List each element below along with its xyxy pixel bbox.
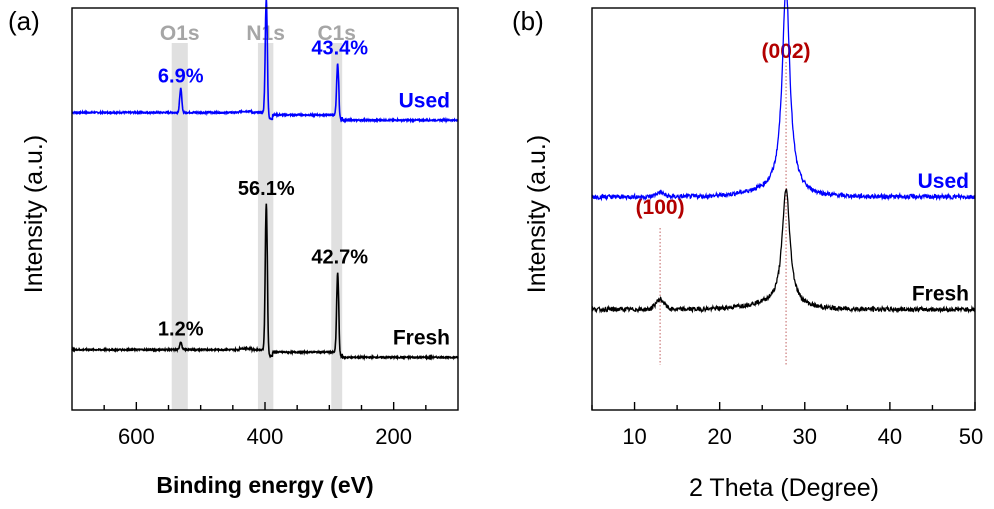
a-x-tick-label-200: 200 xyxy=(375,424,412,449)
a-y-axis-title: Intensity (a.u.) xyxy=(20,135,48,293)
b-reference-label-002: (002) xyxy=(762,40,811,63)
b-x-ticks: 10 20 30 40 50 xyxy=(591,402,983,449)
a-annotation-used-43-4: 43.4% xyxy=(311,37,368,59)
band-label-c1s: C1s xyxy=(317,22,356,45)
b-series-line-fresh xyxy=(591,188,976,314)
a-annotation-fresh-1-2: 1.2% xyxy=(158,319,204,341)
b-x-tick-label-10: 10 xyxy=(622,424,646,449)
b-reference-label-100: (100) xyxy=(636,196,685,219)
a-annotation-fresh-56-1: 56.1% xyxy=(238,178,295,200)
a-annotation-used-6-9: 6.9% xyxy=(158,65,204,87)
a-series-line-used xyxy=(71,0,459,124)
a-series-group: Used Fresh xyxy=(71,0,459,362)
b-series-line-used xyxy=(591,0,976,202)
b-plot-frame xyxy=(591,7,976,411)
band-label-o1s: O1s xyxy=(160,22,200,45)
b-series-label-fresh: Fresh xyxy=(912,283,969,306)
b-x-tick-label-20: 20 xyxy=(707,424,731,449)
band-o1s xyxy=(171,43,188,410)
b-series-group: Used Fresh xyxy=(591,0,976,314)
b-series-label-used: Used xyxy=(918,170,969,193)
band-c1s xyxy=(331,43,343,410)
panel-b-label: (b) xyxy=(512,6,544,36)
b-x-axis-title: 2 Theta (Degree) xyxy=(689,474,879,502)
b-x-tick-label-50: 50 xyxy=(959,424,983,449)
panel-a-label: (a) xyxy=(8,6,40,36)
panel-b-xrd: (b) (100) (002) Used Fresh 10 20 30 40 50 2 Th… xyxy=(512,0,983,502)
a-series-label-used: Used xyxy=(399,90,450,113)
b-reference-lines: (100) (002) xyxy=(636,40,811,365)
b-x-tick-label-30: 30 xyxy=(793,424,817,449)
b-x-tick-label-40: 40 xyxy=(878,424,902,449)
a-series-label-fresh: Fresh xyxy=(393,327,450,350)
a-x-tick-label-400: 400 xyxy=(247,424,284,449)
a-x-axis-title: Binding energy (eV) xyxy=(156,472,373,498)
a-annotation-fresh-42-7: 42.7% xyxy=(311,246,368,268)
a-series-line-fresh xyxy=(71,203,459,362)
a-x-ticks: 600 400 200 xyxy=(103,402,427,449)
a-x-tick-label-600: 600 xyxy=(118,424,155,449)
b-y-axis-title: Intensity (a.u.) xyxy=(523,135,551,293)
a-annotations: 6.9%49.7%43.4%1.2%56.1%42.7% xyxy=(158,37,368,341)
